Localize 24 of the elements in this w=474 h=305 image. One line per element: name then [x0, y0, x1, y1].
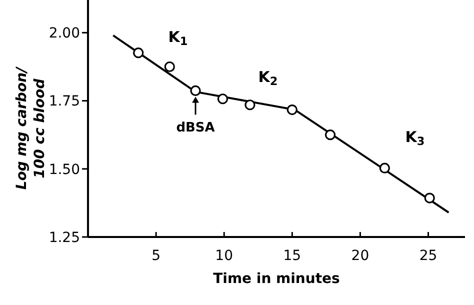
x-tick-label: 20: [351, 248, 370, 264]
point: [217, 94, 228, 104]
point: [244, 100, 256, 110]
y-tick-label: 1.25: [48, 230, 80, 246]
annotation: K$_{2}$: [258, 68, 278, 88]
annotation: K$_{3}$: [405, 128, 425, 148]
point: [286, 104, 298, 116]
point: [164, 61, 175, 72]
point: [424, 192, 435, 204]
x-tick-label: 15: [283, 248, 302, 264]
x-tick-label: 5: [152, 248, 161, 264]
y-tick-label: 1.75: [48, 94, 80, 110]
point: [190, 85, 201, 96]
x-axis-title: Time in minutes: [213, 271, 340, 287]
annotation: K$_{1}$: [168, 28, 188, 48]
x-tick-label: 10: [215, 248, 234, 264]
y-tick-label: 1.50: [48, 162, 80, 178]
point: [133, 48, 144, 58]
x-tick-label: 25: [419, 248, 438, 264]
annotation: dBSA: [176, 120, 215, 136]
y-tick-label: 2.00: [48, 26, 80, 42]
point: [379, 162, 390, 174]
point: [324, 130, 336, 140]
y-axis-title: Log mg carbon/ 100 cc blood: [14, 65, 48, 190]
